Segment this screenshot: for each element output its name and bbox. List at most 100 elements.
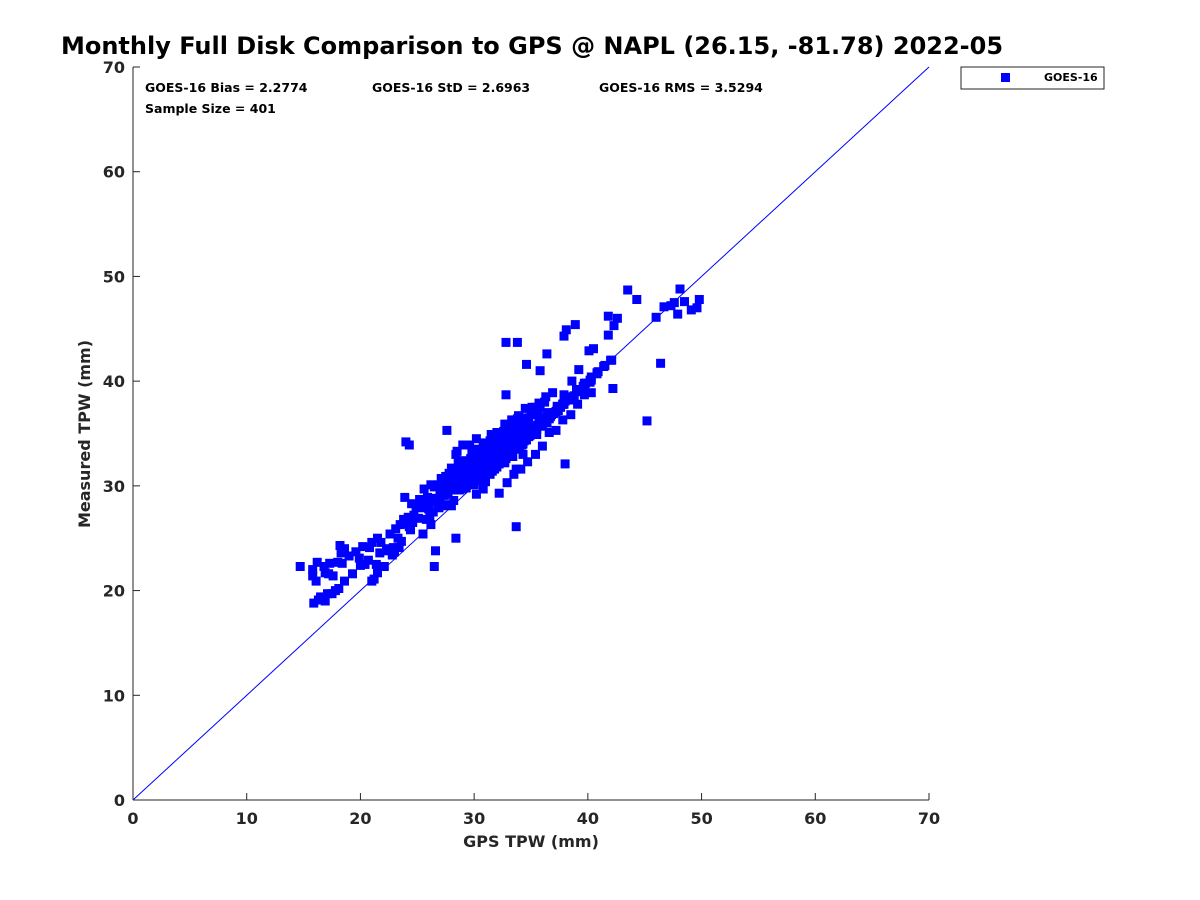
data-point [388,543,398,553]
data-point [632,295,642,304]
data-point [429,482,439,492]
data-point [558,399,568,409]
data-point [320,596,330,606]
data-point [448,485,457,495]
data-point [334,584,344,593]
data-point [656,358,666,368]
data-point [565,393,575,403]
data-point [541,392,551,402]
bias-annotation: GOES-16 Bias = 2.2774 [145,80,308,95]
x-tick-label: 20 [349,809,371,828]
x-tick-label: 60 [804,809,826,828]
y-tick-label: 20 [103,582,125,601]
data-point [570,320,580,330]
axes [132,67,929,801]
data-point [395,520,405,530]
legend-box [960,66,1105,90]
data-point [308,565,318,575]
data-point [574,365,584,375]
data-point [484,458,494,468]
data-point [523,457,533,467]
data-point [460,463,470,473]
data-point [524,413,534,423]
data-point [446,463,456,473]
data-point [566,410,576,420]
std-annotation: GOES-16 StD = 2.6963 [372,80,530,95]
data-point [612,313,622,323]
data-point [387,550,397,560]
data-point [508,422,518,432]
data-point [375,548,385,558]
x-ticks: 0 10 20 30 40 50 60 70 [127,793,940,828]
plot-area: 0 10 20 30 40 50 60 70 0 10 20 30 40 50 60 70 [103,58,940,828]
data-point [474,456,484,466]
x-tick-label: 70 [918,809,940,828]
data-point [425,511,435,521]
data-point [435,493,445,503]
data-point [542,408,552,418]
data-point [493,459,503,469]
data-point [404,440,414,450]
data-point [312,557,322,567]
data-point [325,558,335,568]
data-point [558,415,568,425]
data-point [449,496,459,505]
data-point [514,435,523,445]
data-point [435,487,445,497]
data-point [354,553,364,563]
data-point [549,408,559,418]
data-point [502,425,512,435]
legend-label: GOES-16 [1044,71,1098,84]
data-point [464,479,473,489]
data-point [485,469,495,479]
data-point [561,325,571,335]
data-point [540,397,550,407]
data-point [385,529,395,539]
data-point [603,330,613,340]
data-point [535,366,545,376]
data-point [541,416,551,426]
data-point [419,484,429,494]
data-point [479,438,489,448]
data-point [400,492,410,502]
data-point [501,433,511,443]
data-point [371,559,381,569]
data-point [532,430,542,439]
y-tick-label: 30 [103,477,125,496]
data-point [478,467,488,477]
data-point [442,425,452,435]
data-point [404,522,414,532]
rms-annotation: GOES-16 RMS = 3.5294 [599,80,763,95]
y-tick-label: 0 [114,791,125,810]
x-tick-label: 50 [690,809,712,828]
data-point [509,428,519,437]
y-tick-label: 10 [103,686,125,705]
data-point [585,375,595,385]
data-point [694,295,704,304]
data-point [500,419,510,429]
legend-marker-square-icon [1001,73,1010,82]
data-point [516,464,526,474]
data-point [308,571,318,581]
data-point [434,480,444,490]
data-point [295,562,305,571]
data-point [509,469,519,479]
data-point [669,298,679,308]
data-point [344,551,354,561]
data-point [469,480,479,490]
data-point [426,520,436,530]
data-point [416,503,426,513]
data-point [573,399,583,409]
data-point [559,390,569,400]
y-tick-label: 40 [103,372,125,391]
y-ticks: 0 10 20 30 40 50 60 70 [103,58,140,810]
data-point [507,415,517,425]
data-point [501,390,511,400]
data-point [551,425,561,435]
stats-annotations: GOES-16 Bias = 2.2774 GOES-16 StD = 2.69… [145,80,763,116]
data-point [441,485,451,495]
data-point [348,569,357,579]
data-point [424,504,434,514]
data-point [531,402,540,412]
